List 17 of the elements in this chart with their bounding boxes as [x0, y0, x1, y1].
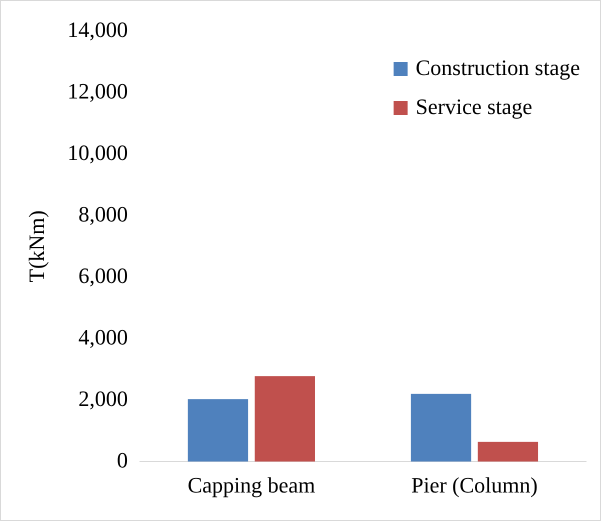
legend-label: Service stage	[416, 94, 532, 119]
x-tick-label: Pier (Column)	[411, 472, 538, 498]
y-tick-label: 12,000	[67, 78, 128, 104]
bar	[254, 376, 315, 462]
x-tick-label: Capping beam	[188, 472, 316, 498]
bar	[478, 442, 538, 462]
y-tick-label: 6,000	[78, 262, 128, 288]
y-tick-label: 4,000	[78, 324, 128, 350]
bar	[188, 399, 248, 462]
y-axis-title: T(kNm)	[24, 210, 49, 282]
bar	[410, 394, 472, 462]
y-tick-label: 8,000	[78, 201, 128, 226]
legend-label: Construction stage	[416, 54, 580, 80]
y-tick-label: 10,000	[67, 140, 128, 165]
y-tick-label: 14,000	[67, 16, 128, 42]
y-tick-label: 0	[116, 447, 128, 472]
y-tick-label: 2,000	[78, 386, 128, 411]
